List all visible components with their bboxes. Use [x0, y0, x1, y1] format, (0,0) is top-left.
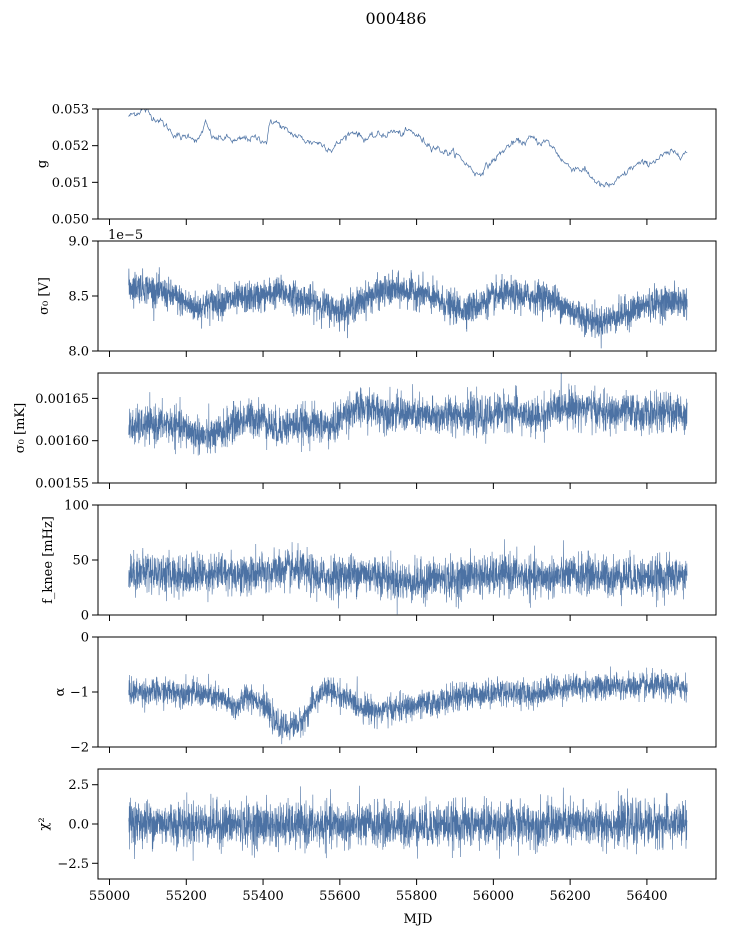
y-offset-label: 1e−5: [108, 228, 143, 243]
series-line-g: [128, 109, 688, 188]
y-tick-label: 0.050: [52, 213, 89, 228]
x-axis-label: MJD: [404, 912, 433, 927]
x-tick-label: 55400: [242, 889, 283, 904]
series-line-alpha: [128, 666, 688, 745]
x-tick-label: 55600: [319, 889, 360, 904]
series-line-sigma0_mK: [128, 373, 688, 456]
panel-chi2: −2.5 0.0 2.5 55000 55200 55400 55600 55800 56000…: [37, 768, 717, 904]
y-tick-label: 8.0: [68, 345, 89, 360]
y-tick-label: 0: [81, 609, 89, 624]
y-tick-label: 0.053: [52, 103, 89, 118]
y-tick-label: 2.5: [68, 778, 89, 793]
series-line-sigma0_V: [128, 267, 688, 349]
y-tick-label: −2.5: [57, 857, 89, 872]
panel-alpha: −2 −1 0 α: [53, 631, 717, 756]
panel-sigma0_V: 8.0 8.5 9.0 1e−5 σ₀ [V]: [37, 228, 717, 360]
y-tick-label: 0.00160: [35, 434, 89, 449]
y-tick-label: 0.00155: [35, 477, 89, 492]
y-axis-label-alpha: α: [53, 687, 68, 696]
y-axis-label-sigma0_V: σ₀ [V]: [37, 277, 52, 315]
y-tick-label: 50: [72, 554, 89, 569]
series-line-chi2: [128, 785, 688, 861]
y-tick-label: −1: [70, 686, 89, 701]
y-tick-label: −2: [70, 741, 89, 756]
y-axis-label-sigma0_mK: σ₀ [mK]: [13, 403, 28, 453]
x-tick-label: 55800: [396, 889, 437, 904]
y-tick-label: 100: [64, 499, 89, 514]
y-tick-label: 8.5: [68, 290, 89, 305]
y-axis-label-fknee: f_knee [mHz]: [41, 516, 56, 604]
y-axis-label-chi2: χ²: [37, 817, 52, 830]
x-tick-label: 55200: [166, 889, 207, 904]
panel-fknee: 0 50 100 f_knee [mHz]: [41, 499, 717, 624]
y-tick-label: 0.00165: [35, 392, 89, 407]
panel-g: 0.050 0.051 0.052 0.053 g: [35, 103, 717, 228]
y-tick-label: 9.0: [68, 235, 89, 250]
axes-frame: [97, 108, 717, 220]
x-tick-label: 56200: [549, 889, 590, 904]
x-tick-label: 56000: [473, 889, 514, 904]
figure-title: 000486: [365, 9, 426, 28]
y-tick-label: 0.052: [52, 139, 89, 154]
y-axis-label-g: g: [35, 160, 50, 168]
x-tick-label: 55000: [89, 889, 130, 904]
y-tick-label: 0: [81, 631, 89, 646]
y-tick-label: 0.0: [68, 818, 89, 833]
series-line-fknee: [128, 539, 688, 615]
panel-sigma0_mK: 0.00155 0.00160 0.00165 σ₀ [mK]: [13, 372, 717, 492]
x-tick-label: 56400: [626, 889, 667, 904]
y-tick-label: 0.051: [52, 176, 89, 191]
axes-frame: [97, 372, 717, 484]
